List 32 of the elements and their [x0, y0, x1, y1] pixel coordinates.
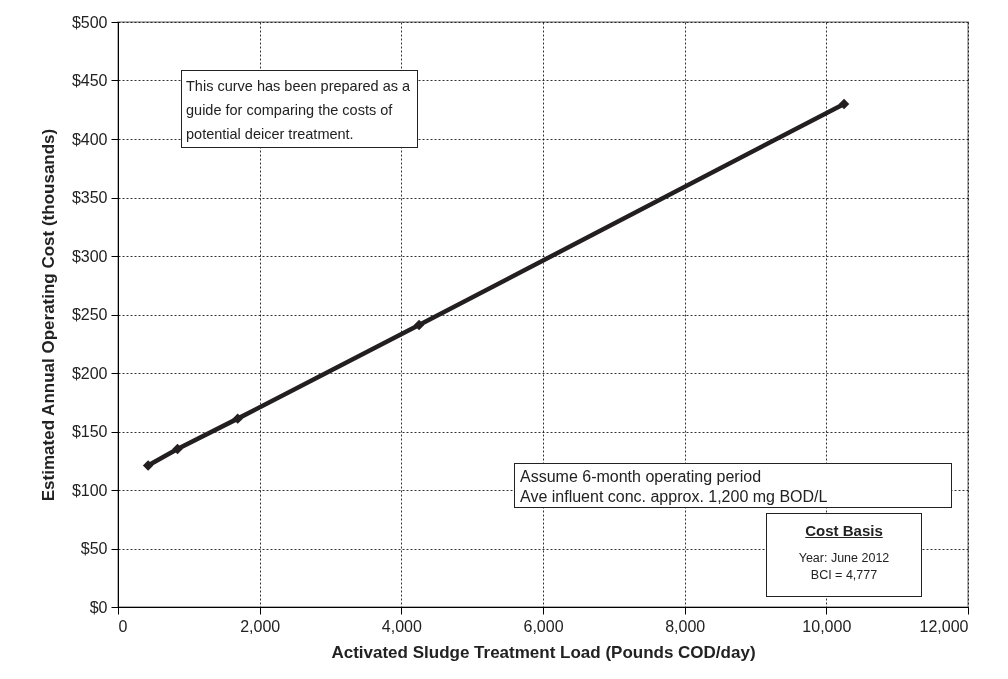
y-tick-label: $150 — [71, 423, 108, 440]
annotation: Assume 6-month operating period Ave influent conc. approx. 1,200 mg BOD/L — [520, 467, 828, 507]
note-box: Assume 6-month operating period Ave influent conc. approx. 1,200 mg BOD/L — [514, 463, 952, 508]
x-axis-title: Activated Sludge Treatment Load (Pounds COD/day) — [331, 642, 756, 662]
x-tick-label: 2,000 — [240, 617, 281, 635]
y-tick-label: $50 — [80, 540, 108, 557]
annotation: Year: June 2012 BCI = 4,777 — [797, 550, 891, 584]
point — [838, 98, 850, 110]
annotation: This curve has been prepared as a guide for comparing the costs of potential deicer treatment. — [186, 77, 411, 144]
y-tick-label: $200 — [71, 364, 108, 382]
y-tick-label: $0 — [89, 598, 108, 616]
y-tick-label: $400 — [71, 130, 108, 148]
x-tick-label: 12,000 — [919, 617, 969, 635]
y-axis-title: Estimated Annual Operating Cost (thousands) — [38, 128, 58, 502]
point — [172, 443, 183, 455]
y-tick-label: $100 — [71, 481, 108, 499]
x-tick-label: 0 — [118, 617, 128, 635]
x-tick-label: 8,000 — [665, 617, 706, 635]
x-tick-label: 6,000 — [523, 617, 564, 635]
point — [413, 319, 425, 331]
y-tick-label: $500 — [71, 13, 108, 31]
y-tick-label: $350 — [71, 189, 108, 206]
point — [142, 460, 154, 471]
x-tick-label: 4,000 — [381, 617, 422, 635]
annotation: Cost Basis — [804, 522, 884, 540]
y-tick-label: $250 — [71, 306, 108, 323]
point — [232, 413, 243, 424]
note-box: Cost Basis Year: June 2012 BCI = 4,777 — [766, 513, 922, 597]
note-box: This curve has been prepared as a guide for comparing the costs of potential deicer treatment. — [181, 70, 418, 148]
y-tick-label: $300 — [71, 247, 108, 265]
y-tick-label: $450 — [71, 72, 108, 89]
x-tick-label: 10,000 — [802, 617, 852, 635]
